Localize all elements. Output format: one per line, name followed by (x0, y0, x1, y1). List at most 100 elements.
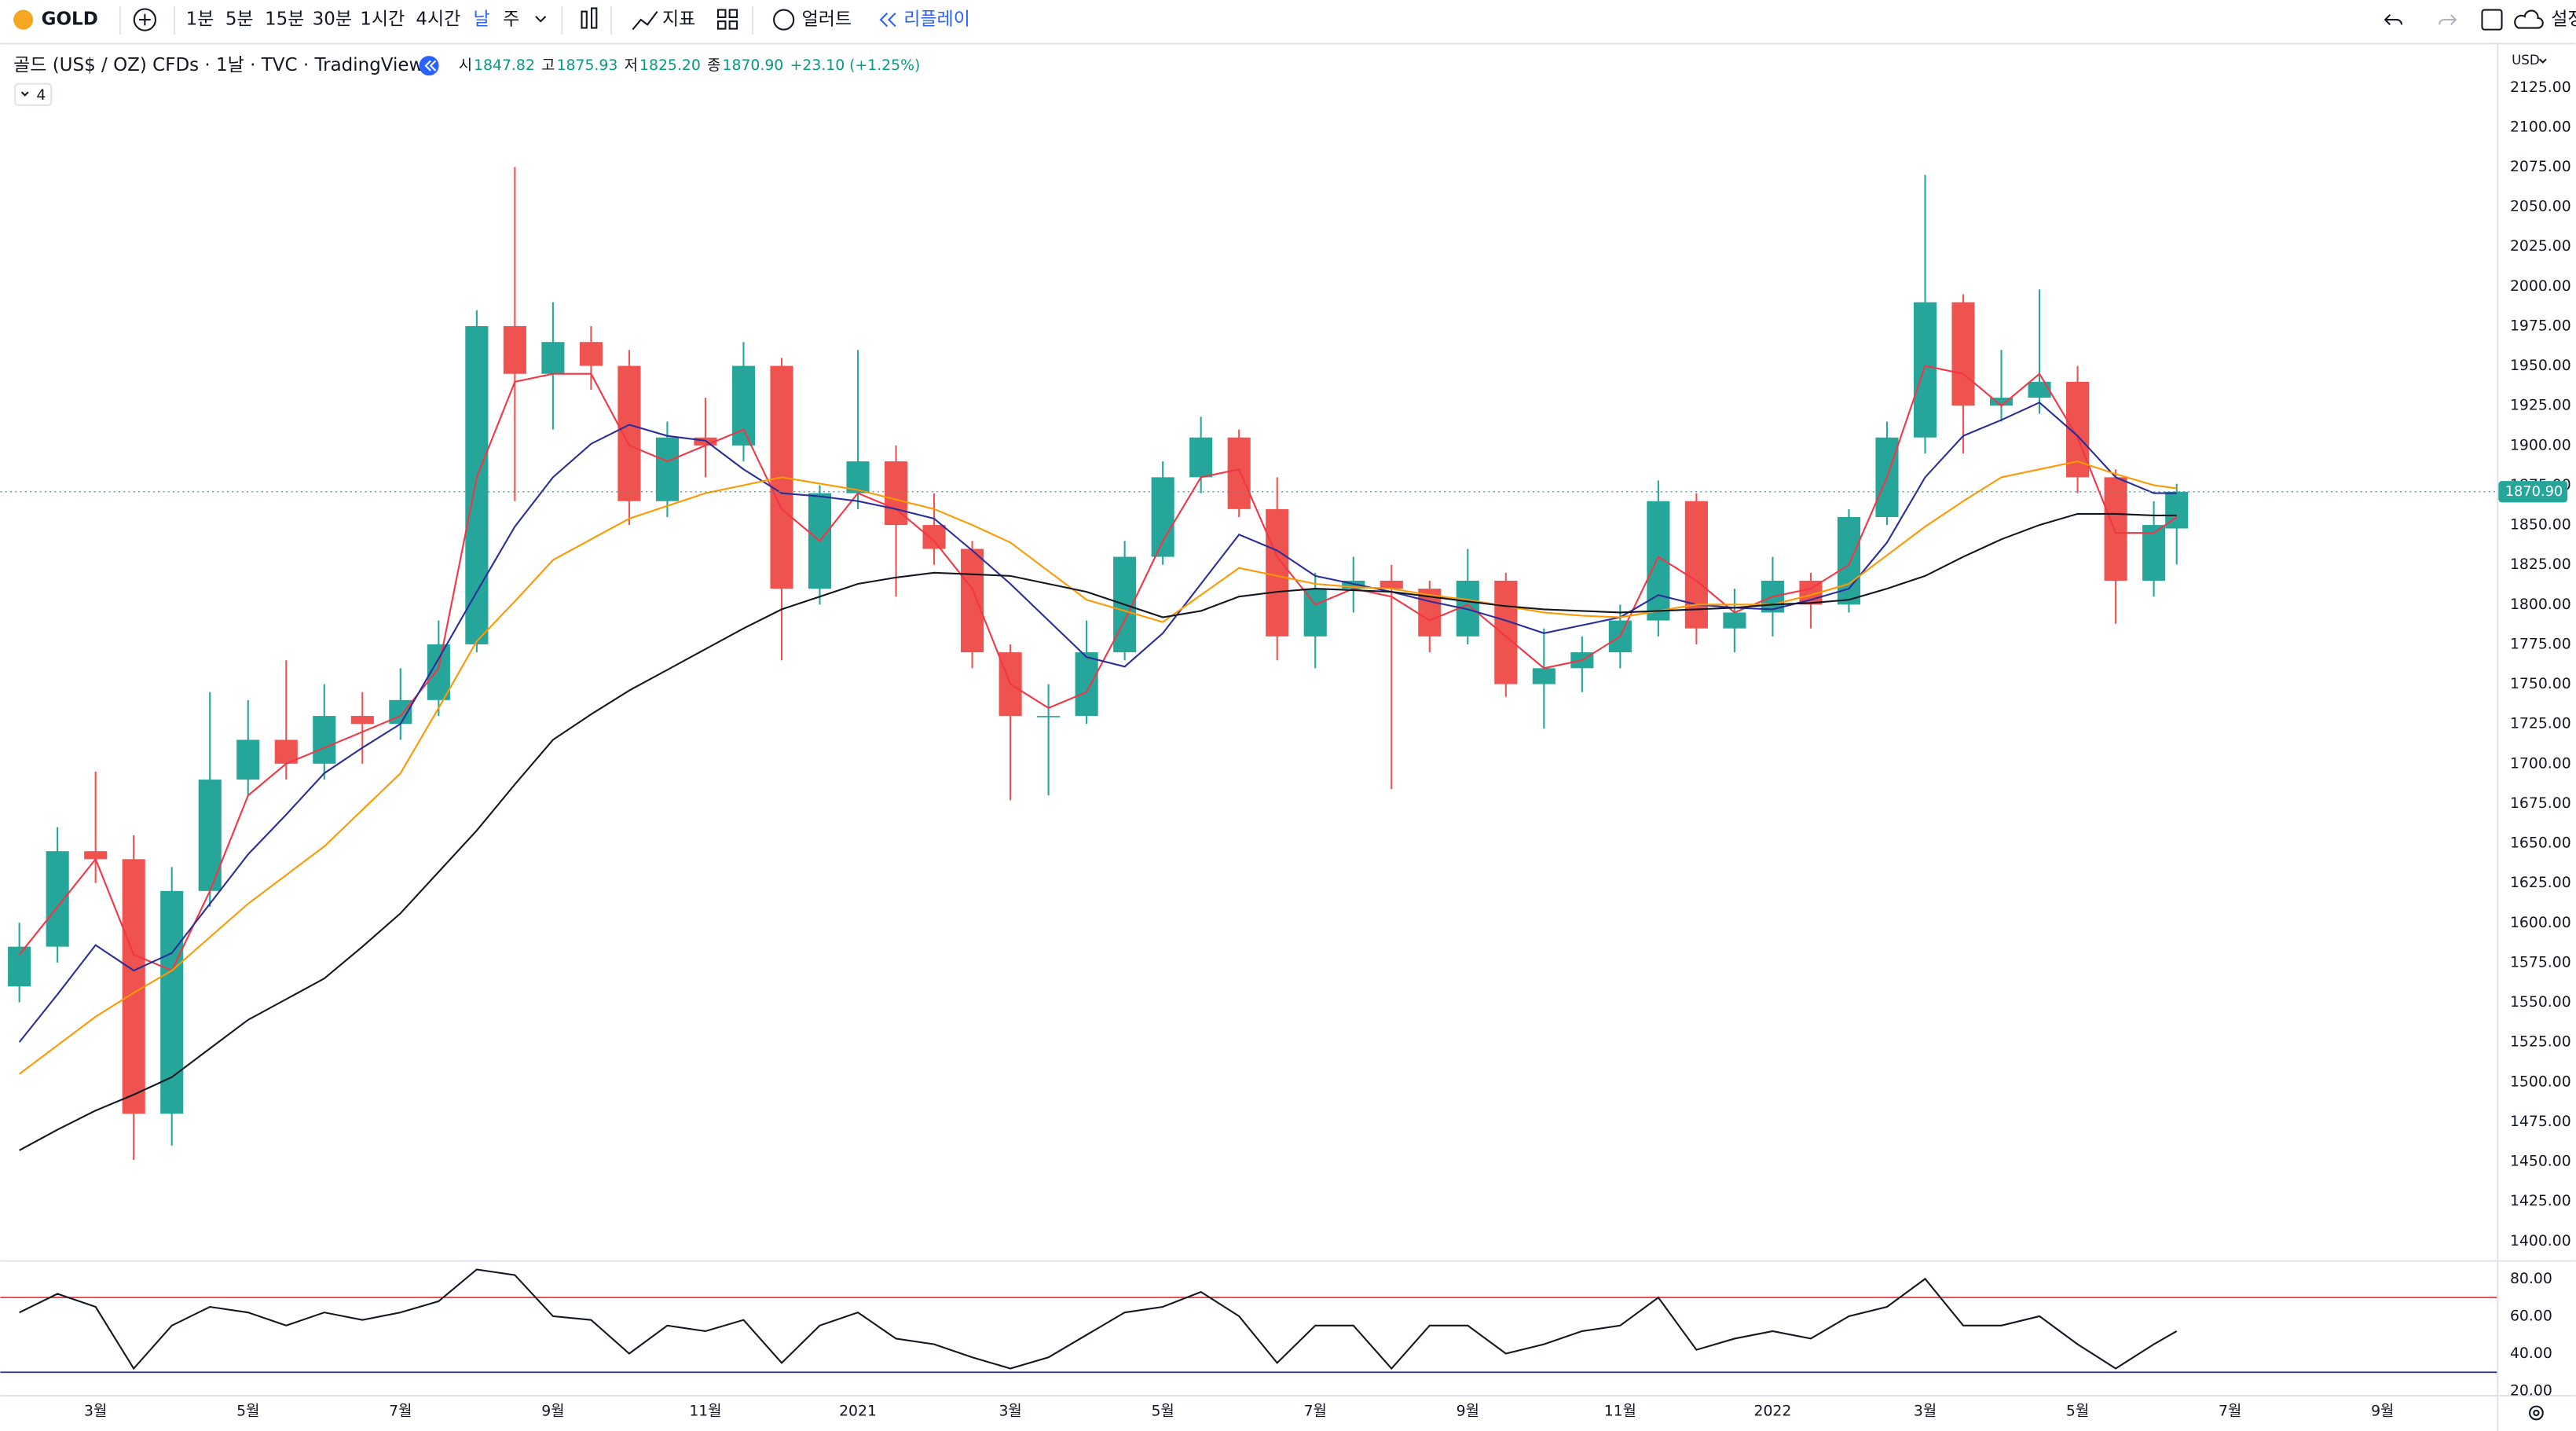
candle-body (1532, 668, 1555, 684)
legend-change: +23.10 (+1.25%) (790, 57, 921, 74)
indicator-count: 4 (36, 87, 46, 104)
price-tick-label: 1575.00 (2510, 954, 2571, 971)
add-symbol-button[interactable] (133, 8, 157, 31)
price-tick-label: 1900.00 (2510, 437, 2571, 453)
candle-body (1837, 516, 1861, 605)
candle-body (1684, 501, 1708, 629)
redo-button[interactable] (2439, 14, 2457, 26)
last-price-label: 1870.90 (2505, 484, 2563, 500)
rsi-pane (0, 1268, 2497, 1374)
undo-button[interactable] (2384, 14, 2403, 26)
candle-body (846, 461, 870, 494)
candle-body (617, 365, 641, 501)
interval-button[interactable]: 1시간 (360, 9, 405, 30)
price-tick-label: 1600.00 (2510, 915, 2571, 931)
interval-button[interactable]: 주 (503, 9, 519, 30)
candle-body (313, 716, 336, 764)
time-tick-label: 9월 (541, 1402, 564, 1419)
time-tick-label: 7월 (389, 1402, 412, 1419)
chevron-icon (20, 91, 29, 97)
symbol[interactable]: GOLD (42, 9, 98, 30)
price-tick-label: 2050.00 (2510, 199, 2571, 215)
time-tick-label: 11월 (1604, 1402, 1636, 1419)
candle-body (1380, 580, 1403, 589)
symbol-icon (13, 9, 34, 30)
price-tick-label: 1825.00 (2510, 556, 2571, 573)
candle-body (389, 699, 412, 725)
candle-body (541, 342, 565, 374)
candle-body (655, 437, 679, 501)
rsi-tick-label: 60.00 (2510, 1308, 2552, 1324)
candle-body (236, 739, 260, 780)
indicator-toggle[interactable] (14, 83, 53, 106)
price-tick-label: 1475.00 (2510, 1114, 2571, 1130)
interval-button[interactable]: 30분 (313, 9, 352, 30)
candle-body (1989, 398, 2014, 406)
moving-average-line (18, 401, 2177, 1043)
candle-body (1647, 501, 1670, 621)
replay-button[interactable]: 리플레이 (903, 9, 970, 30)
legend-key: 저 (625, 57, 638, 74)
candle-body (1037, 716, 1061, 717)
interval-button[interactable]: 날 (474, 9, 490, 30)
price-tick-label: 1750.00 (2510, 676, 2571, 692)
candle-body (2142, 525, 2166, 581)
time-tick-label: 3월 (84, 1402, 107, 1419)
collapse-icon (424, 60, 437, 72)
rsi-tick-label: 40.00 (2510, 1345, 2552, 1362)
price-tick-label: 1650.00 (2510, 835, 2571, 852)
indicators-button[interactable]: 지표 (662, 9, 695, 30)
interval-button[interactable]: 4시간 (416, 9, 460, 30)
legend-value: 1870.90 (723, 57, 784, 74)
rsi-tick-label: 20.00 (2510, 1383, 2552, 1400)
price-tick-label: 1800.00 (2510, 596, 2571, 613)
price-tick-label: 1950.00 (2510, 358, 2571, 374)
price-tick-label: 1400.00 (2510, 1233, 2571, 1249)
moving-average-line (18, 365, 2178, 972)
legend-value: 1847.82 (474, 57, 535, 74)
fullscreen-button[interactable] (2481, 9, 2503, 31)
time-tick-label: 2022 (1754, 1403, 1792, 1419)
candle-body (1913, 302, 1937, 438)
candle-body (1151, 477, 1174, 557)
candle-body (1494, 580, 1518, 684)
legend-key: 고 (541, 57, 555, 74)
toolbar: GOLD 지표 얼러트 리플레이 설정 1분 5분 15분 30분 1시간 4시간 날주 (13, 6, 2576, 35)
settings-button[interactable]: 설정 (2551, 9, 2576, 30)
interval-button[interactable]: 5분 (225, 9, 254, 30)
time-tick-label: 11월 (689, 1402, 721, 1419)
ohlc-legend: 시 1847.82 고 1875.93 저 1825.20 종 1870.90 +23.10 (… (459, 57, 921, 74)
time-tick-label: 5월 (2066, 1402, 2089, 1419)
candle-body (2028, 381, 2051, 398)
candle-body (579, 342, 603, 366)
moving-average-line (19, 512, 2177, 1151)
candle-body (1303, 589, 1327, 637)
chart-type-button[interactable] (581, 7, 598, 29)
currency-label[interactable]: USD (2512, 52, 2540, 68)
legend-key: 시 (459, 57, 472, 74)
interval-dropdown[interactable] (535, 16, 547, 23)
axes: 2125.00 2100.00 2075.00 2050.00 2025.00 2000.… (84, 79, 2571, 1420)
price-tick-label: 1925.00 (2510, 398, 2571, 414)
candle-body (465, 325, 489, 644)
interval-button[interactable]: 1분 (186, 9, 214, 30)
price-tick-label: 1500.00 (2510, 1073, 2571, 1090)
candle-body (884, 461, 908, 526)
time-tick-label: 2021 (839, 1403, 877, 1419)
collapse-legend-button[interactable] (419, 56, 439, 76)
time-tick-label: 5월 (236, 1402, 259, 1419)
alert-button[interactable]: 얼러트 (802, 9, 852, 30)
axis-settings-button[interactable] (2529, 1405, 2544, 1421)
price-tick-label: 1525.00 (2510, 1034, 2571, 1051)
interval-button[interactable]: 15분 (265, 9, 304, 30)
price-tick-label: 2075.00 (2510, 159, 2571, 175)
layout-button[interactable] (716, 9, 738, 30)
indicators-icon (632, 11, 658, 31)
chart-title: 골드 (US$ / OZ) CFDs · 1날 · TVC · TradingV… (13, 55, 423, 75)
price-tick-label: 1725.00 (2510, 716, 2571, 732)
legend-value: 1825.20 (639, 57, 701, 74)
candle-body (198, 780, 222, 891)
